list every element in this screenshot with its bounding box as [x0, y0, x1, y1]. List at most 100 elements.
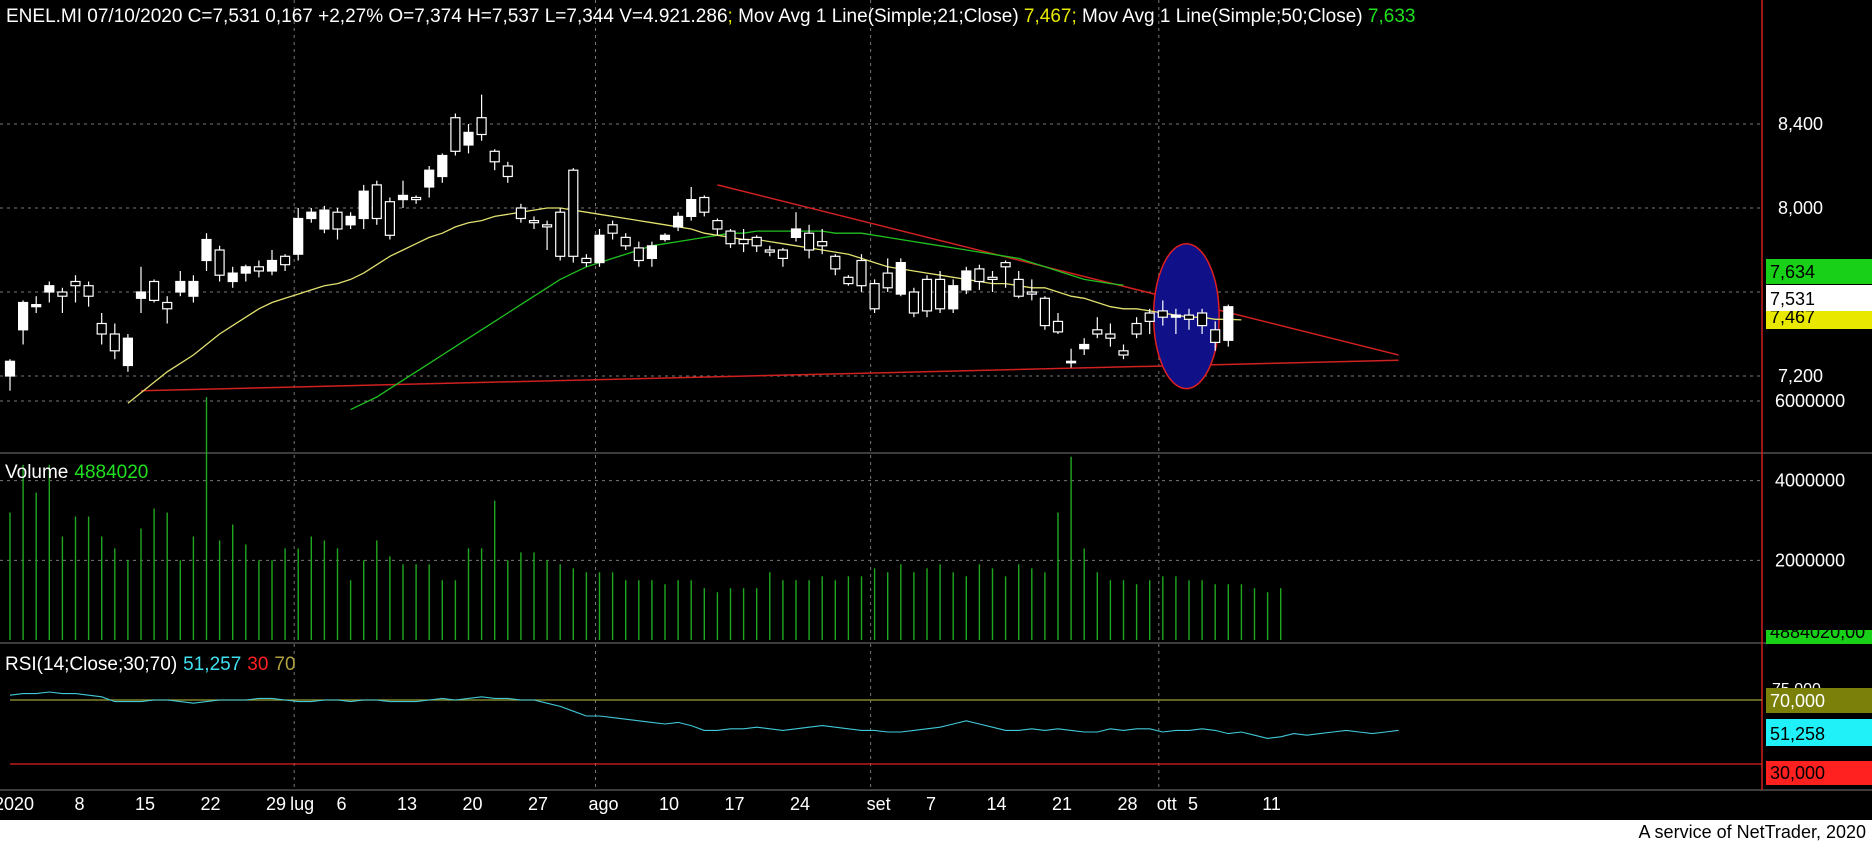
candle-up	[358, 190, 369, 220]
rsi-polyline	[9, 691, 1399, 739]
x-tick-label: ott	[1157, 794, 1177, 814]
x-tick-label: set	[867, 794, 891, 814]
volume-title: Volume 4884020	[5, 462, 148, 483]
header-ma50-value: 7,633	[1363, 6, 1416, 27]
rsi-title: RSI(14;Close;30;70) 51,257 30 70	[5, 654, 296, 675]
volume-tick-label: 2000000	[1775, 550, 1845, 570]
x-tick-label: 8	[74, 794, 84, 814]
candle-up	[306, 211, 317, 220]
candle-down	[921, 278, 933, 312]
axes: 7,2008,0008,4002000000400000060000002020…	[0, 114, 1872, 814]
candle-up	[201, 238, 212, 262]
price-tick-label: 8,400	[1778, 114, 1823, 134]
x-tick-label: 17	[724, 794, 744, 814]
x-tick-label: 5	[1188, 794, 1198, 814]
candle-down	[856, 259, 867, 287]
candle-down	[882, 272, 893, 289]
candle-down	[1144, 312, 1155, 322]
footer-credit: A service of NetTrader, 2020	[1638, 822, 1866, 842]
x-tick-label: 22	[200, 794, 220, 814]
candle-down	[934, 278, 946, 310]
candle-up	[659, 234, 671, 241]
ma21-axis-value: 7,467	[1770, 307, 1815, 327]
candle-down	[725, 230, 736, 245]
candle-up	[1079, 343, 1090, 350]
rsi-hi-axis-value: 70,000	[1770, 691, 1825, 711]
header-line: ENEL.MI 07/10/2020 C=7,531 0,167 +2,27% …	[6, 6, 1415, 27]
candle-down	[974, 268, 985, 283]
candle-up	[227, 272, 238, 283]
candle-down	[476, 117, 487, 136]
candle-up	[175, 280, 186, 293]
volume-bars	[9, 397, 1282, 640]
x-tick-label: 28	[1117, 794, 1137, 814]
candle-up	[895, 262, 906, 295]
x-tick-label: 7	[926, 794, 936, 814]
candle-down	[1131, 322, 1142, 335]
candle-down	[214, 249, 225, 276]
candle-up	[646, 245, 658, 260]
candle-down	[712, 220, 723, 230]
candle-down	[541, 224, 553, 228]
ma21-line	[127, 207, 1242, 404]
x-tick-label: 2020	[0, 794, 34, 814]
x-tick-label: 20	[462, 794, 482, 814]
candle-up	[293, 217, 304, 255]
header-ma50-label: Mov Avg 1 Line(Simple;50;Close)	[1077, 6, 1363, 27]
candle-up	[686, 199, 697, 218]
candle-down	[620, 236, 631, 247]
candle-up	[1065, 360, 1077, 364]
rsi-lo-axis-value: 30,000	[1770, 763, 1825, 783]
header-ma21-value: 7,467	[1019, 6, 1072, 27]
x-tick-label: 14	[986, 794, 1006, 814]
rsi-lo-axis-value-bg	[1766, 761, 1872, 785]
close-axis-value: 7,531	[1770, 289, 1815, 309]
candle-down	[568, 169, 579, 257]
volume-axis-value-bg	[1766, 630, 1872, 644]
candle-down	[1000, 262, 1011, 268]
candle-down	[633, 247, 644, 262]
candle-up	[790, 228, 802, 238]
price-candles	[4, 94, 1234, 391]
header-ma21-label: Mov Avg 1 Line(Simple;21;Close)	[733, 6, 1019, 27]
candle-down	[411, 196, 422, 201]
ma21-axis-value-bg	[1766, 310, 1872, 329]
x-tick-label: 11	[1262, 794, 1281, 814]
candle-down	[869, 283, 880, 310]
candle-down	[162, 301, 173, 310]
candle-down	[1026, 291, 1037, 295]
candle-down	[253, 266, 264, 272]
candle-up	[319, 209, 330, 230]
candle-up	[424, 169, 435, 188]
candle-up	[240, 266, 251, 274]
candle-down	[987, 276, 998, 280]
price-tick-label: 7,200	[1778, 366, 1823, 386]
candle-down	[908, 291, 920, 314]
candle-down	[1105, 333, 1116, 339]
candle-up	[672, 215, 684, 228]
rsi-line	[9, 691, 1762, 765]
candle-down	[57, 291, 68, 297]
x-tick-label: 6	[336, 794, 346, 814]
close-axis-value-bg	[1766, 285, 1872, 311]
volume-tick-label: 6000000	[1775, 391, 1845, 411]
candle-down	[149, 280, 160, 301]
candle-up	[1223, 306, 1234, 341]
rsi-hi-axis-value-bg	[1766, 688, 1872, 713]
footer-bar: A service of NetTrader, 2020	[0, 820, 1872, 844]
ma50-line	[350, 230, 1124, 411]
candle-down	[450, 117, 461, 152]
candle-down	[699, 196, 710, 213]
candle-up	[31, 304, 42, 308]
candle-up	[266, 259, 278, 272]
candle-down	[817, 241, 828, 247]
candle-down	[1092, 329, 1103, 335]
candle-up	[44, 285, 55, 293]
candle-down	[70, 280, 81, 287]
candle-down	[764, 249, 775, 253]
candle-up	[135, 291, 147, 299]
candle-down	[607, 224, 618, 234]
candle-down	[384, 201, 395, 236]
candle-down	[1039, 297, 1051, 327]
candle-up	[1170, 314, 1182, 318]
